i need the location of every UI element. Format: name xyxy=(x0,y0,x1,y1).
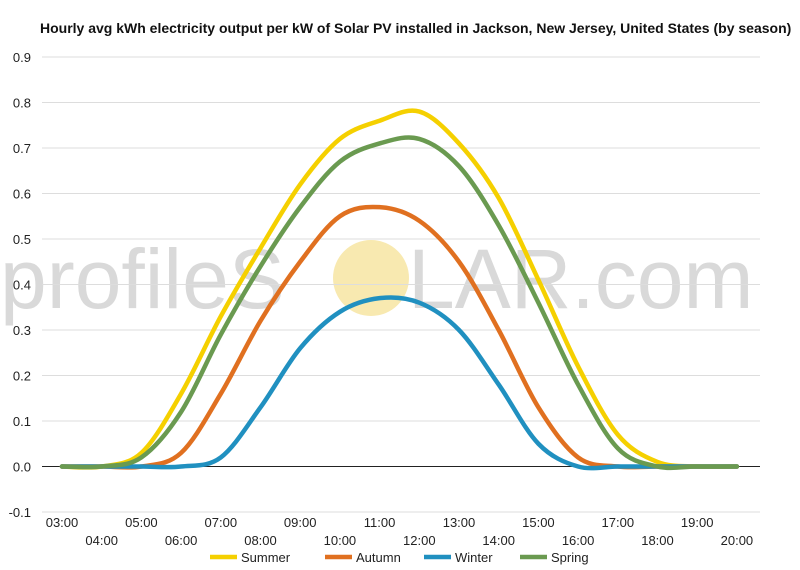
series-line-winter xyxy=(59,295,740,471)
legend-label: Spring xyxy=(551,550,589,565)
x-tick-label: 14:00 xyxy=(482,533,515,548)
x-tick-label: 11:00 xyxy=(364,515,396,530)
x-tick-label: 12:00 xyxy=(403,533,436,548)
watermark-text-right: LAR.com xyxy=(408,232,753,326)
x-tick-label: 20:00 xyxy=(721,533,754,548)
y-tick-label: 0.8 xyxy=(13,96,31,111)
y-tick-label: 0.0 xyxy=(13,460,31,475)
legend-label: Autumn xyxy=(356,550,401,565)
x-tick-label: 06:00 xyxy=(165,533,198,548)
y-tick-label: 0.6 xyxy=(13,187,31,202)
series-lines xyxy=(59,108,740,471)
x-tick-label: 04:00 xyxy=(85,533,118,548)
legend-item-winter: Winter xyxy=(424,550,493,565)
series-line-spring xyxy=(59,135,740,471)
legend: Summer Autumn Winter Spring xyxy=(210,550,589,565)
x-tick-label: 15:00 xyxy=(522,515,555,530)
x-tick-label: 18:00 xyxy=(641,533,674,548)
y-tick-label: 0.3 xyxy=(13,323,31,338)
x-tick-label: 10:00 xyxy=(324,533,357,548)
legend-item-spring: Spring xyxy=(520,550,589,565)
chart-title: Hourly avg kWh electricity output per kW… xyxy=(40,20,791,36)
watermark-text-left: profileS xyxy=(0,232,285,326)
x-tick-label: 09:00 xyxy=(284,515,317,530)
watermark-sun-icon xyxy=(333,240,409,316)
x-tick-label: 19:00 xyxy=(681,515,714,530)
watermark: profileS LAR.com xyxy=(0,232,753,326)
x-tick-label: 07:00 xyxy=(205,515,238,530)
y-tick-label: 0.4 xyxy=(13,278,31,293)
legend-item-autumn: Autumn xyxy=(325,550,401,565)
x-tick-label: 17:00 xyxy=(602,515,635,530)
y-tick-label: 0.7 xyxy=(13,141,31,156)
x-tick-label: 03:00 xyxy=(46,515,79,530)
legend-label: Winter xyxy=(455,550,493,565)
legend-item-summer: Summer xyxy=(210,550,291,565)
y-axis: -0.1 0.0 0.1 0.2 0.3 0.4 0.5 0.6 0.7 0.8 0.9 xyxy=(9,50,31,520)
x-tick-label: 13:00 xyxy=(443,515,476,530)
x-tick-label: 05:00 xyxy=(125,515,158,530)
gridlines xyxy=(42,56,760,513)
y-tick-label: 0.2 xyxy=(13,369,31,384)
x-tick-label: 16:00 xyxy=(562,533,595,548)
y-tick-label: -0.1 xyxy=(9,505,31,520)
y-tick-label: 0.5 xyxy=(13,232,31,247)
y-tick-label: 0.9 xyxy=(13,50,31,65)
x-tick-label: 08:00 xyxy=(244,533,277,548)
x-axis: 03:00 04:00 05:00 06:00 07:00 08:00 09:00 10:00… xyxy=(46,515,753,548)
y-tick-label: 0.1 xyxy=(13,414,31,429)
series-line-summer xyxy=(59,108,740,470)
legend-label: Summer xyxy=(241,550,291,565)
